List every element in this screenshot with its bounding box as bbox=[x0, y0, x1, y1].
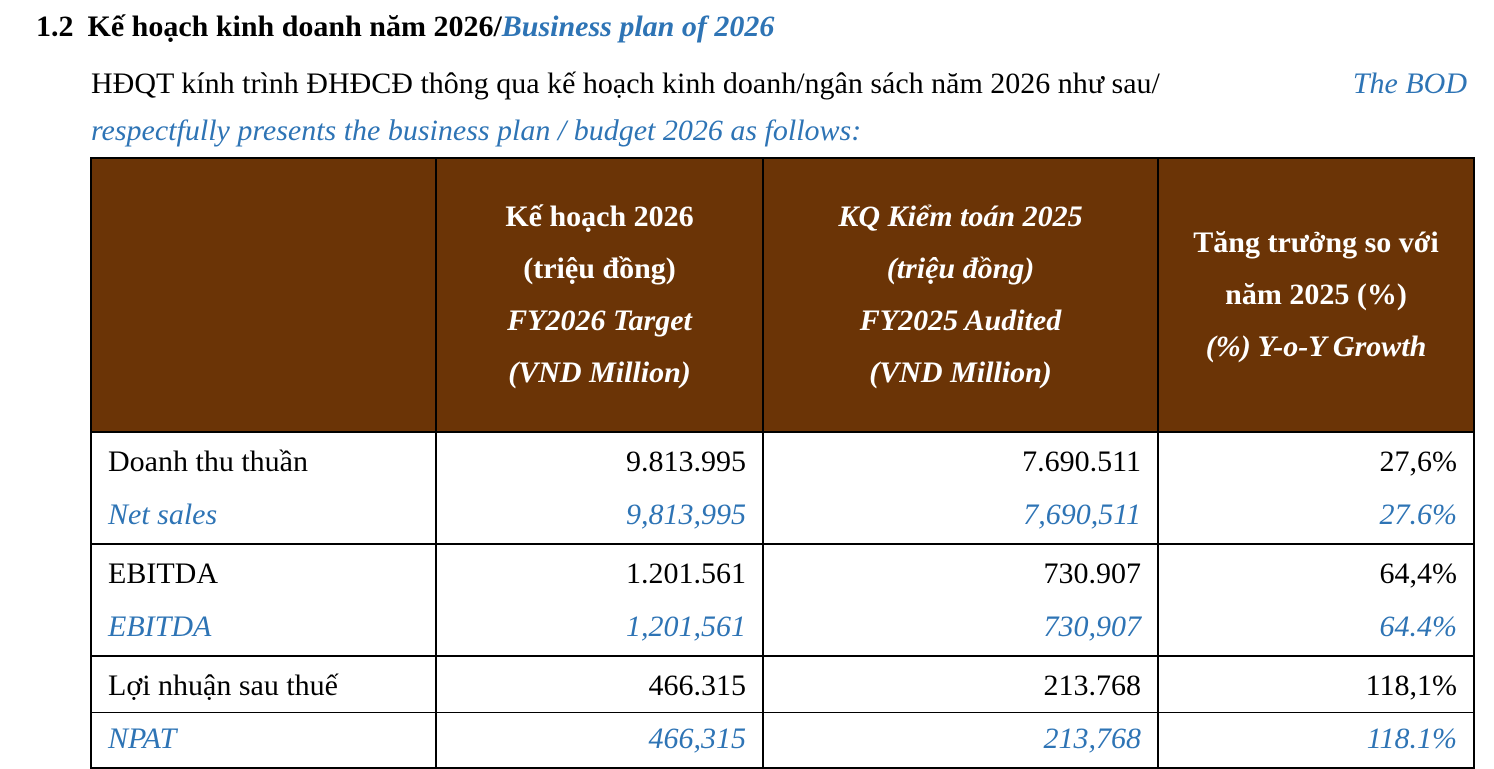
row-label-en: NPAT bbox=[108, 722, 177, 755]
intro-line-1: HĐQT kính trình ĐHĐCĐ thông qua kế hoạch… bbox=[91, 60, 1467, 107]
value-vn: 27,6% bbox=[1379, 445, 1458, 478]
value-vn: 730.907 bbox=[1043, 557, 1142, 590]
value-vn: 7.690.511 bbox=[1022, 445, 1141, 478]
table-row: Doanh thu thuần Net sales 9.813.995 9,81… bbox=[90, 431, 1475, 545]
row-label-cell: EBITDA EBITDA bbox=[90, 543, 437, 657]
value-vn: 466.315 bbox=[648, 669, 747, 702]
intro-text-en-start: The BOD bbox=[1352, 67, 1467, 100]
intro-text-en-rest: respectfully presents the business plan … bbox=[91, 114, 862, 147]
row-label-vn: Lợi nhuận sau thuế bbox=[108, 669, 338, 702]
row-label-en: EBITDA bbox=[108, 610, 212, 643]
audited-cell: 7.690.511 7,690,511 bbox=[762, 431, 1159, 545]
header-growth-col: Tăng trưởng so với năm 2025 (%) (%) Y-o-… bbox=[1157, 157, 1475, 433]
value-vn: 1.201.561 bbox=[626, 557, 746, 590]
value-en: 213,768 bbox=[1043, 722, 1142, 755]
page-cutoff-divider bbox=[90, 712, 1473, 713]
row-label-en: Net sales bbox=[108, 498, 218, 531]
value-en: 27.6% bbox=[1379, 498, 1458, 531]
value-en: 9,813,995 bbox=[626, 498, 746, 531]
table-header-row: Kế hoạch 2026 (triệu đồng) FY2026 Target… bbox=[90, 157, 1475, 433]
header-text: Tăng trưởng so với bbox=[1193, 226, 1439, 259]
row-label-vn: EBITDA bbox=[108, 557, 218, 590]
target-cell: 1.201.561 1,201,561 bbox=[435, 543, 764, 657]
row-label-vn: Doanh thu thuần bbox=[108, 445, 308, 478]
value-en: 7,690,511 bbox=[1023, 498, 1141, 531]
header-text: (triệu đồng) bbox=[523, 252, 676, 285]
section-title-en: Business plan of 2026 bbox=[501, 10, 775, 43]
header-text: năm 2025 (%) bbox=[1225, 278, 1407, 311]
header-text: (triệu đồng) bbox=[886, 252, 1035, 285]
value-vn: 118,1% bbox=[1365, 669, 1457, 702]
value-en: 730,907 bbox=[1043, 610, 1142, 643]
growth-cell: 27,6% 27.6% bbox=[1157, 431, 1475, 545]
section-heading: 1.2 Kế hoạch kinh doanh năm 2026/Business… bbox=[36, 10, 774, 44]
header-text: KQ Kiểm toán 2025 bbox=[838, 200, 1083, 233]
value-en: 466,315 bbox=[648, 722, 747, 755]
target-cell: 9.813.995 9,813,995 bbox=[435, 431, 764, 545]
audited-cell: 730.907 730,907 bbox=[762, 543, 1159, 657]
header-text: Kế hoạch 2026 bbox=[505, 200, 694, 233]
header-text: (VND Million) bbox=[508, 356, 691, 389]
section-title-vn: Kế hoạch kinh doanh năm 2026/ bbox=[87, 10, 502, 43]
header-text: (VND Million) bbox=[869, 356, 1052, 389]
value-vn: 213.768 bbox=[1043, 669, 1142, 702]
business-plan-table: Kế hoạch 2026 (triệu đồng) FY2026 Target… bbox=[90, 157, 1475, 769]
growth-cell: 64,4% 64.4% bbox=[1157, 543, 1475, 657]
header-audited-col: KQ Kiểm toán 2025 (triệu đồng) FY2025 Au… bbox=[762, 157, 1159, 433]
value-vn: 64,4% bbox=[1379, 557, 1458, 590]
value-en: 118.1% bbox=[1366, 722, 1457, 755]
section-number: 1.2 bbox=[36, 10, 74, 43]
value-en: 64.4% bbox=[1379, 610, 1458, 643]
table-row: EBITDA EBITDA 1.201.561 1,201,561 730.90… bbox=[90, 543, 1475, 657]
header-text: (%) Y-o-Y Growth bbox=[1205, 330, 1427, 363]
header-text: FY2025 Audited bbox=[859, 304, 1062, 337]
value-vn: 9.813.995 bbox=[626, 445, 746, 478]
header-text: FY2026 Target bbox=[507, 304, 692, 337]
header-target-col: Kế hoạch 2026 (triệu đồng) FY2026 Target… bbox=[435, 157, 764, 433]
value-en: 1,201,561 bbox=[626, 610, 746, 643]
row-label-cell: Doanh thu thuần Net sales bbox=[90, 431, 437, 545]
intro-paragraph: HĐQT kính trình ĐHĐCĐ thông qua kế hoạch… bbox=[91, 60, 1467, 154]
header-label-col bbox=[90, 157, 437, 433]
intro-text-vn: HĐQT kính trình ĐHĐCĐ thông qua kế hoạch… bbox=[91, 67, 1160, 100]
